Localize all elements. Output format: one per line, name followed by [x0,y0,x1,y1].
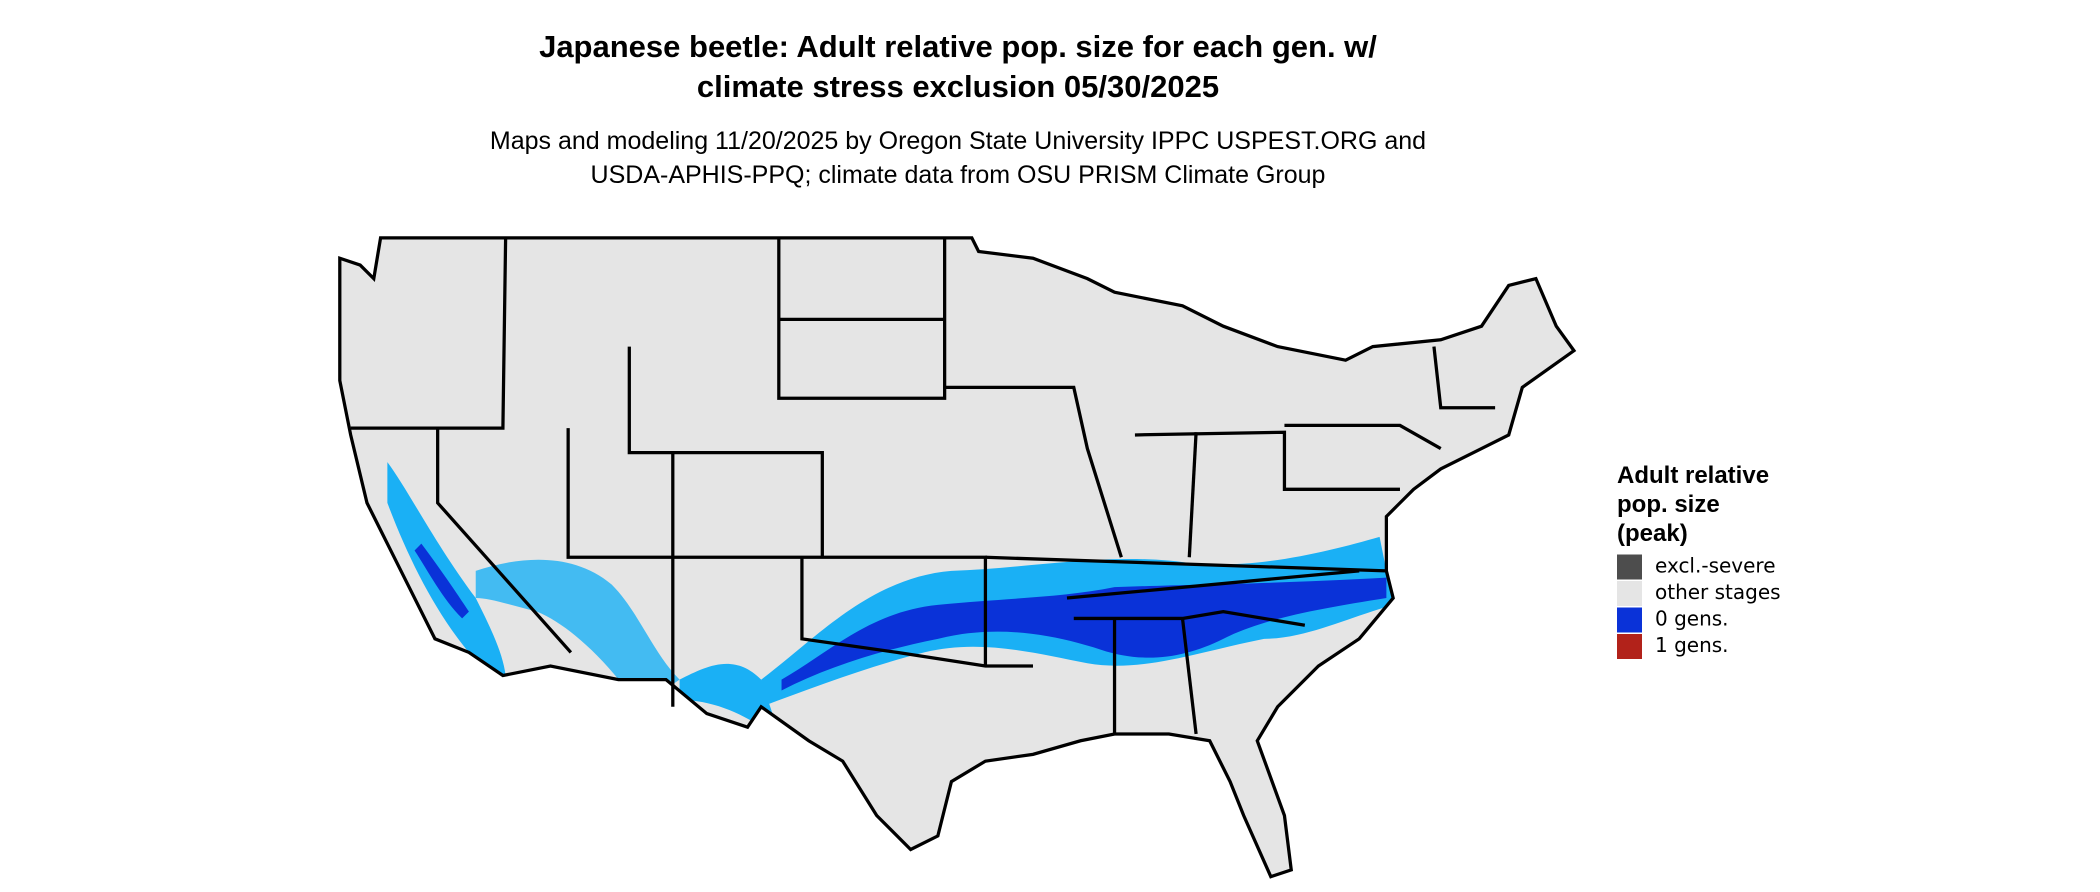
legend-label: excl.-severe [1655,554,1776,578]
title-line: climate stress exclusion 05/30/2025 [697,69,1219,104]
legend-swatch [1617,554,1642,580]
light-region [387,462,506,676]
legend-swatch [1617,634,1642,659]
subtitle-line: Maps and modeling 11/20/2025 by Oregon S… [490,127,1426,155]
legend-label: other stages [1655,580,1781,604]
dark-region [414,543,469,619]
legend-title-line: Adult relative [1617,462,1769,489]
state-borders [350,237,1496,735]
legend-swatch [1617,581,1642,606]
legend-title-line: pop. size [1617,491,1720,518]
subtitle-line: USDA-APHIS-PPQ; climate data from OSU PR… [591,161,1326,189]
title-line: Japanese beetle: Adult relative pop. siz… [539,29,1377,64]
legend-title-line: (peak) [1617,520,1688,547]
legend-swatch [1617,607,1642,633]
dark-region [781,577,1387,691]
legend-label: 0 gens. [1655,607,1729,631]
legend-label: 1 gens. [1655,633,1729,657]
light-region [475,559,680,707]
us-map [338,236,1576,879]
model-output [387,462,1394,741]
